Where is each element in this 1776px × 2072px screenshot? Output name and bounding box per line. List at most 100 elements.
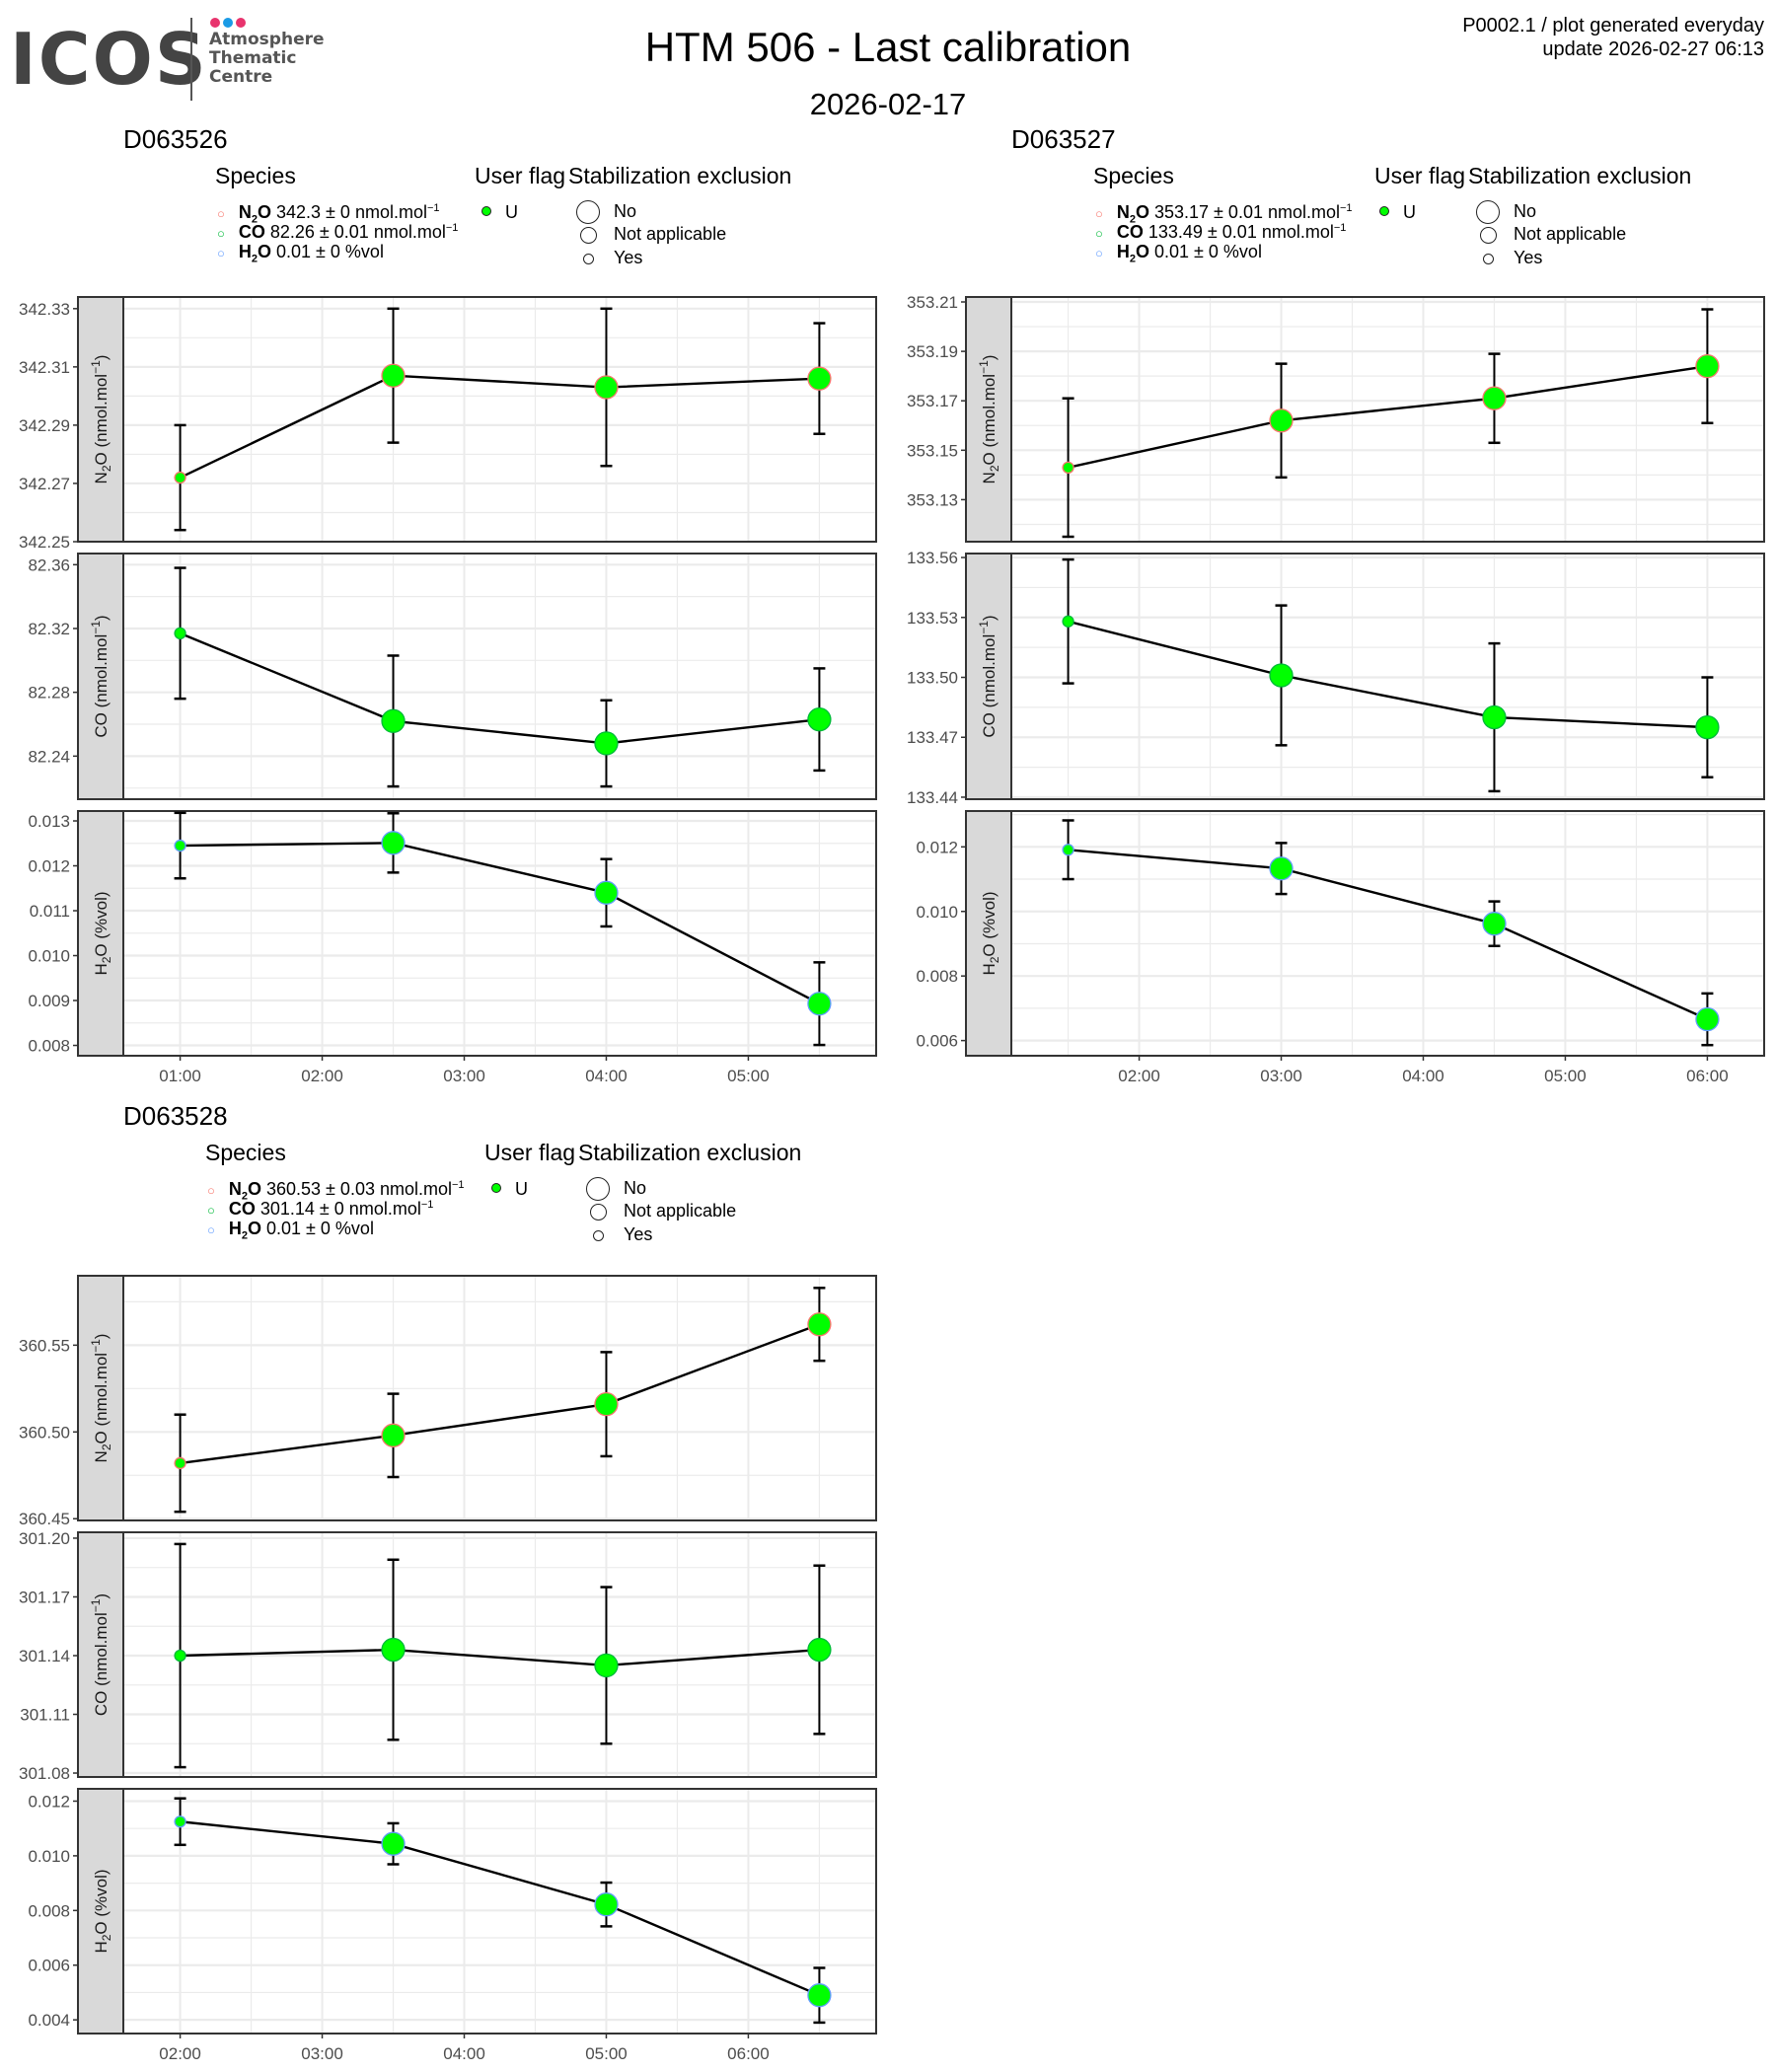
data-point (174, 1456, 186, 1470)
legend-stabilization-label: Yes (614, 248, 643, 267)
error-bar (600, 857, 613, 928)
error-bar (813, 1287, 826, 1363)
legend-species-value: 360.53 ± 0.03 nmol.mol (261, 1179, 452, 1199)
y-tick-label: 0.006 (28, 1957, 70, 1975)
facet-strip (77, 1531, 124, 1778)
data-point (1062, 844, 1074, 856)
y-tick-label: 82.36 (28, 555, 70, 574)
legend-stabilization-title: Stabilization exclusion (578, 1140, 802, 1165)
legend-species-title: Species (205, 1140, 286, 1165)
panel-h2o: 0.008 0.009 0.010 0.011 0.012 0.013 H2O (%vol)… (28, 810, 877, 1085)
data-point (174, 1815, 186, 1828)
x-tick-label: 05:00 (1544, 1067, 1587, 1085)
facet-strip-label: H2O (%vol) (980, 891, 1001, 975)
panel-border (1010, 553, 1765, 800)
y-tick-label: 301.17 (19, 1588, 70, 1606)
legend-species-h2o-icon: ○ (207, 1222, 215, 1237)
legend-species-value: 82.26 ± 0.01 nmol.mol (264, 222, 446, 242)
y-tick-label: 0.010 (28, 1847, 70, 1866)
legend-stabilization-circle-icon (589, 1203, 607, 1221)
legend-species-value: 0.01 ± 0 %vol (271, 242, 384, 261)
error-bar (387, 654, 400, 788)
legend-species-item: ○ N2O 360.53 ± 0.03 nmol.mol−1 (207, 1179, 465, 1203)
plot-background (1011, 811, 1764, 1056)
x-tick-label: 04:00 (585, 1067, 628, 1085)
legend-species-n2o-icon: ○ (217, 206, 225, 221)
legend-species-item: ○ CO 301.14 ± 0 nmol.mol−1 (207, 1199, 433, 1220)
data-point (1482, 704, 1507, 730)
error-bar (1062, 397, 1074, 539)
error-bar (174, 811, 186, 880)
legend-species-co-icon: ○ (217, 226, 225, 241)
logo-dot (210, 18, 220, 28)
y-tick-label: 0.010 (916, 903, 958, 922)
x-tick-label: 03:00 (1260, 1067, 1302, 1085)
legend-species-value: 0.01 ± 0 %vol (261, 1219, 374, 1238)
logo-dots (210, 15, 249, 33)
panel-co: 82.24 82.28 82.32 82.36 CO (nmol.mol−1) (28, 553, 877, 800)
legend-stabilization-item: Yes (586, 1224, 652, 1245)
legend-unit-sup: −1 (1340, 202, 1353, 214)
legend-species-item: ○ CO 133.49 ± 0.01 nmol.mol−1 (1095, 222, 1346, 243)
series-line (180, 631, 820, 745)
panel-border (1010, 810, 1765, 1057)
logo-dot (236, 18, 246, 28)
y-tick-label: 301.11 (20, 1706, 70, 1725)
y-tick-label: 0.004 (28, 2011, 70, 2030)
y-tick-label: 353.21 (907, 293, 958, 312)
legend-species-value: 301.14 ± 0 nmol.mol (255, 1199, 421, 1219)
data-point (1695, 1006, 1720, 1032)
legend-flag-dot-icon (481, 206, 491, 216)
error-bar (813, 322, 826, 436)
x-tick-label: 06:00 (727, 2044, 770, 2063)
legend-flag-title: User flag (484, 1140, 576, 1165)
legend-stabilization-circle-icon (1479, 226, 1497, 244)
y-tick-label: 0.010 (28, 947, 70, 966)
error-bar (600, 1351, 613, 1458)
y-tick-label: 353.13 (907, 490, 958, 509)
plot-background (123, 811, 876, 1056)
device-title: D063528 (123, 1101, 228, 1131)
y-tick-label: 133.56 (907, 549, 958, 567)
legend-stabilization-item: No (1476, 200, 1536, 224)
series-line (1068, 364, 1708, 470)
device-title: D063526 (123, 124, 228, 154)
facet-strip-label: CO (nmol.mol−1) (977, 615, 999, 737)
facet-strip-label: N2O (nmol.mol−1) (977, 355, 1001, 484)
panel-co: 301.08 301.11 301.14 301.17 301.20 CO (nmol.m… (19, 1529, 877, 1783)
legend-species-item: ○ CO 82.26 ± 0.01 nmol.mol−1 (217, 222, 458, 243)
legend-species-item: ○ N2O 353.17 ± 0.01 nmol.mol−1 (1095, 202, 1353, 226)
legend-species-name: CO (1116, 222, 1144, 242)
data-point (594, 731, 619, 756)
legend-stabilization-item: Yes (576, 248, 642, 268)
error-bar (174, 1797, 186, 1847)
panel-border (122, 810, 877, 1057)
data-point (807, 366, 832, 391)
series-line (1068, 620, 1708, 729)
legend-species-n2o-icon: ○ (207, 1183, 215, 1198)
data-point (807, 1983, 832, 2008)
legend-species-item: ○ H2O 0.01 ± 0 %vol (207, 1219, 374, 1242)
y-tick-label: 342.25 (19, 533, 70, 552)
error-bar (1062, 819, 1074, 881)
plot-info: P0002.1 / plot generated everyday update… (1462, 14, 1764, 61)
legend-flag-dot-icon (1379, 206, 1389, 216)
x-tick-label: 02:00 (159, 2044, 201, 2063)
panel-border (122, 296, 877, 543)
y-tick-label: 0.012 (28, 1792, 70, 1811)
legend-species-value: 342.3 ± 0 nmol.mol (271, 202, 427, 222)
legend-flag-title: User flag (475, 163, 566, 188)
error-bar (600, 1586, 613, 1745)
legend-flag-item: U (1379, 202, 1416, 223)
series-line (180, 1648, 820, 1667)
y-tick-label: 301.14 (19, 1647, 70, 1665)
data-point (174, 627, 186, 639)
error-bar (387, 307, 400, 444)
data-point (381, 831, 406, 855)
legend-flag-title: User flag (1374, 163, 1466, 188)
data-point (807, 707, 832, 732)
legend-species-name: N2O (228, 1179, 261, 1203)
logo-line: Thematic (209, 48, 297, 68)
